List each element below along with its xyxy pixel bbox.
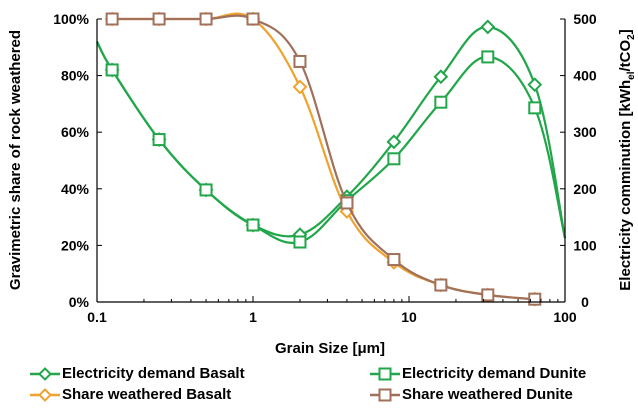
y-left-tick-label: 80%	[61, 68, 90, 84]
y-axis-right-title-part-2: /tCO	[617, 40, 634, 72]
x-axis-title: Grain Size [μm]	[275, 340, 385, 357]
y-axis-left-title: Gravimetric share of rock weathered	[7, 30, 24, 290]
y-left-tick-label: 40%	[61, 181, 90, 197]
y-right-tick-label: 200	[573, 181, 597, 197]
y-left-tick-label: 60%	[61, 124, 90, 140]
x-tick-label: 1	[249, 309, 257, 325]
y-axis-right-title: Electricity comminution [kWhel/tCO2]	[617, 29, 637, 290]
data-point-square	[201, 184, 212, 195]
y-axis-right-title-sub-1: el	[626, 71, 637, 80]
series-2	[106, 13, 541, 305]
y-right-tick-label: 300	[573, 124, 597, 140]
data-point-square	[248, 14, 259, 25]
data-point-square	[154, 134, 165, 145]
y-right-tick-label: 100	[573, 237, 597, 253]
y-left-tick-label: 0%	[69, 294, 90, 310]
data-point-square	[294, 237, 305, 248]
data-point-square	[482, 51, 493, 62]
series-line	[112, 16, 535, 300]
x-tick-label: 100	[553, 309, 577, 325]
y-right-tick-label: 0	[581, 294, 589, 310]
y-left-tick-label: 20%	[61, 237, 90, 253]
data-point-diamond	[529, 79, 541, 91]
series-line	[112, 14, 535, 300]
data-point-square	[107, 64, 118, 75]
data-point-diamond	[294, 81, 306, 93]
series-1	[97, 42, 565, 248]
y-right-tick-label: 400	[573, 68, 597, 84]
data-point-square	[154, 14, 165, 25]
y-right-tick-label: 500	[573, 11, 597, 27]
data-point-square	[482, 289, 493, 300]
x-tick-label: 10	[401, 309, 417, 325]
data-point-square	[294, 56, 305, 67]
data-point-square	[107, 14, 118, 25]
series-0	[97, 21, 565, 241]
data-point-square	[435, 97, 446, 108]
x-tick-label: 0.1	[87, 309, 107, 325]
y-axis-right-title-part-3: ]	[617, 29, 634, 34]
y-left-tick-label: 100%	[53, 11, 89, 27]
data-point-square	[529, 294, 540, 305]
axes: 0.1 1 10 1000%20%40%60%80%100%0100200300400…	[53, 11, 597, 325]
plot-area	[97, 13, 565, 305]
data-point-square	[341, 197, 352, 208]
data-point-square	[388, 254, 399, 265]
data-point-square	[435, 280, 446, 291]
series-3	[107, 14, 541, 305]
data-point-square	[201, 14, 212, 25]
data-point-square	[388, 153, 399, 164]
data-point-square	[529, 102, 540, 113]
data-point-square	[248, 220, 259, 231]
y-axis-right-title-part-1: Electricity comminution [kWh	[617, 80, 634, 291]
data-point-diamond	[482, 21, 494, 33]
